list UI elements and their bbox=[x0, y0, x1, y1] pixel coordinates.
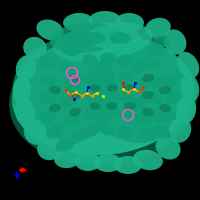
Ellipse shape bbox=[134, 79, 150, 91]
Ellipse shape bbox=[88, 43, 192, 143]
Ellipse shape bbox=[83, 91, 97, 101]
Ellipse shape bbox=[84, 32, 106, 44]
Ellipse shape bbox=[12, 39, 118, 145]
Ellipse shape bbox=[124, 102, 136, 110]
Ellipse shape bbox=[150, 36, 170, 48]
Ellipse shape bbox=[40, 55, 56, 69]
Ellipse shape bbox=[82, 109, 98, 119]
Ellipse shape bbox=[64, 112, 80, 124]
Ellipse shape bbox=[146, 44, 164, 56]
Ellipse shape bbox=[142, 74, 154, 82]
Ellipse shape bbox=[101, 89, 116, 99]
Ellipse shape bbox=[124, 84, 136, 92]
Ellipse shape bbox=[55, 138, 75, 152]
Ellipse shape bbox=[69, 91, 81, 99]
Ellipse shape bbox=[164, 92, 180, 104]
Ellipse shape bbox=[89, 11, 121, 29]
Ellipse shape bbox=[142, 91, 154, 99]
Ellipse shape bbox=[159, 104, 171, 112]
Ellipse shape bbox=[106, 102, 118, 110]
Ellipse shape bbox=[39, 92, 57, 104]
Ellipse shape bbox=[139, 128, 157, 140]
Ellipse shape bbox=[109, 32, 131, 44]
Ellipse shape bbox=[118, 73, 132, 83]
Ellipse shape bbox=[150, 76, 166, 88]
Ellipse shape bbox=[60, 62, 76, 74]
Ellipse shape bbox=[118, 91, 132, 101]
Ellipse shape bbox=[162, 74, 178, 86]
Ellipse shape bbox=[69, 74, 81, 82]
Ellipse shape bbox=[169, 117, 191, 143]
Ellipse shape bbox=[117, 54, 133, 66]
Ellipse shape bbox=[49, 86, 61, 94]
Ellipse shape bbox=[13, 76, 31, 104]
Ellipse shape bbox=[50, 23, 120, 53]
Ellipse shape bbox=[36, 19, 64, 41]
Ellipse shape bbox=[49, 104, 61, 112]
Ellipse shape bbox=[94, 154, 122, 172]
Ellipse shape bbox=[9, 35, 197, 165]
Ellipse shape bbox=[142, 108, 154, 116]
Ellipse shape bbox=[15, 98, 35, 126]
Ellipse shape bbox=[150, 110, 166, 122]
Ellipse shape bbox=[24, 119, 46, 145]
Ellipse shape bbox=[90, 84, 101, 92]
Ellipse shape bbox=[147, 93, 163, 105]
Ellipse shape bbox=[90, 102, 101, 110]
Ellipse shape bbox=[16, 55, 36, 81]
Ellipse shape bbox=[114, 156, 142, 174]
Ellipse shape bbox=[40, 110, 56, 122]
Ellipse shape bbox=[37, 136, 63, 160]
Ellipse shape bbox=[40, 75, 56, 85]
Ellipse shape bbox=[53, 22, 153, 62]
Ellipse shape bbox=[69, 108, 81, 116]
Ellipse shape bbox=[117, 109, 133, 119]
Ellipse shape bbox=[84, 124, 100, 136]
Ellipse shape bbox=[75, 153, 101, 171]
Ellipse shape bbox=[164, 29, 186, 55]
Ellipse shape bbox=[23, 37, 47, 59]
Ellipse shape bbox=[116, 13, 144, 31]
Ellipse shape bbox=[70, 36, 90, 48]
Ellipse shape bbox=[61, 44, 79, 56]
Ellipse shape bbox=[132, 96, 148, 108]
Ellipse shape bbox=[154, 125, 170, 139]
Ellipse shape bbox=[71, 128, 89, 140]
Ellipse shape bbox=[63, 13, 93, 31]
Ellipse shape bbox=[100, 107, 116, 117]
Ellipse shape bbox=[12, 35, 194, 155]
Ellipse shape bbox=[101, 71, 115, 81]
Ellipse shape bbox=[47, 125, 63, 139]
Ellipse shape bbox=[147, 59, 163, 71]
Ellipse shape bbox=[54, 148, 82, 168]
Ellipse shape bbox=[133, 150, 163, 170]
Ellipse shape bbox=[64, 79, 80, 91]
Ellipse shape bbox=[145, 18, 171, 38]
Ellipse shape bbox=[100, 52, 116, 64]
Ellipse shape bbox=[177, 52, 199, 78]
Ellipse shape bbox=[134, 112, 150, 124]
Ellipse shape bbox=[60, 96, 76, 108]
Ellipse shape bbox=[176, 96, 196, 124]
Ellipse shape bbox=[82, 54, 98, 66]
Ellipse shape bbox=[132, 62, 148, 74]
Ellipse shape bbox=[117, 126, 133, 138]
Ellipse shape bbox=[106, 84, 118, 92]
Ellipse shape bbox=[88, 25, 142, 51]
Ellipse shape bbox=[159, 86, 171, 94]
Ellipse shape bbox=[160, 109, 176, 121]
Ellipse shape bbox=[100, 124, 116, 136]
Ellipse shape bbox=[155, 136, 181, 160]
Ellipse shape bbox=[83, 73, 97, 83]
Ellipse shape bbox=[181, 74, 199, 102]
